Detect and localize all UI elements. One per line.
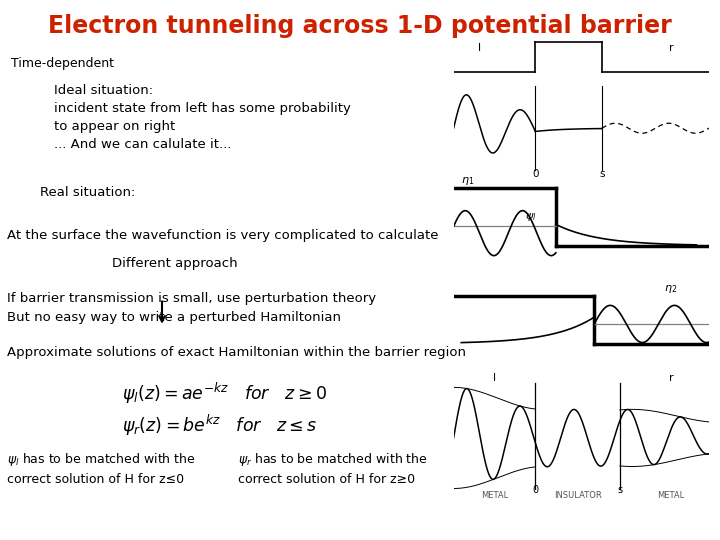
Text: METAL: METAL bbox=[481, 491, 508, 501]
Text: Approximate solutions of exact Hamiltonian within the barrier region: Approximate solutions of exact Hamiltoni… bbox=[7, 346, 467, 359]
Text: $\psi_l$ has to be matched with the
correct solution of H for z≤0: $\psi_l$ has to be matched with the corr… bbox=[7, 451, 196, 486]
Text: Ideal situation:
incident state from left has some probability
to appear on righ: Ideal situation: incident state from lef… bbox=[54, 84, 351, 151]
Text: Different approach: Different approach bbox=[112, 256, 237, 269]
Text: l: l bbox=[477, 43, 481, 53]
Text: $\psi_l$: $\psi_l$ bbox=[525, 211, 536, 224]
Text: Real situation:: Real situation: bbox=[40, 186, 135, 199]
Text: METAL: METAL bbox=[657, 491, 685, 501]
Text: But no easy way to write a perturbed Hamiltonian: But no easy way to write a perturbed Ham… bbox=[7, 310, 341, 323]
Text: 0: 0 bbox=[532, 485, 539, 495]
Text: At the surface the wavefunction is very complicated to calculate: At the surface the wavefunction is very … bbox=[7, 230, 438, 242]
Text: INSULATOR: INSULATOR bbox=[554, 491, 601, 501]
Text: r: r bbox=[669, 43, 673, 53]
Text: $\psi_r(z) = be^{kz}$   $for$   $z \leq s$: $\psi_r(z) = be^{kz}$ $for$ $z \leq s$ bbox=[122, 413, 318, 438]
Text: s: s bbox=[617, 485, 622, 495]
Text: Electron tunneling across 1-D potential barrier: Electron tunneling across 1-D potential … bbox=[48, 14, 672, 37]
Text: $\psi_r$ has to be matched with the
correct solution of H for z≥0: $\psi_r$ has to be matched with the corr… bbox=[238, 451, 428, 486]
Text: If barrier transmission is small, use perturbation theory: If barrier transmission is small, use pe… bbox=[7, 292, 377, 305]
Text: s: s bbox=[599, 169, 605, 179]
Text: l: l bbox=[493, 373, 496, 383]
Text: $\eta_1$: $\eta_1$ bbox=[462, 175, 474, 187]
Text: $\psi_l(z) = ae^{-kz}$   $for$   $z \geq 0$: $\psi_l(z) = ae^{-kz}$ $for$ $z \geq 0$ bbox=[122, 381, 328, 406]
Text: Time-dependent: Time-dependent bbox=[11, 57, 114, 70]
Text: 0: 0 bbox=[532, 169, 539, 179]
Text: $\eta_2$: $\eta_2$ bbox=[665, 283, 678, 295]
Text: r: r bbox=[669, 373, 673, 383]
